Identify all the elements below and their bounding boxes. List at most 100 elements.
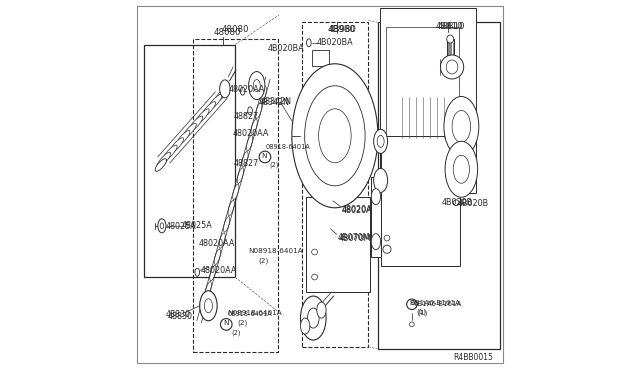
Text: (1): (1) xyxy=(417,309,428,316)
Ellipse shape xyxy=(233,184,239,199)
Ellipse shape xyxy=(182,123,196,139)
Text: 4B980: 4B980 xyxy=(328,25,356,33)
Ellipse shape xyxy=(251,119,257,135)
Text: 4B980: 4B980 xyxy=(328,25,355,34)
Bar xyxy=(380,9,476,193)
Ellipse shape xyxy=(176,131,190,146)
Ellipse shape xyxy=(160,223,164,229)
Ellipse shape xyxy=(374,169,388,192)
Bar xyxy=(378,22,500,349)
Text: 48020AA: 48020AA xyxy=(229,85,265,94)
Text: 48827: 48827 xyxy=(234,159,259,168)
Text: 0B1A6-B161A: 0B1A6-B161A xyxy=(410,300,460,306)
Bar xyxy=(371,177,381,257)
Ellipse shape xyxy=(440,55,464,79)
Circle shape xyxy=(410,322,414,327)
Ellipse shape xyxy=(301,296,326,340)
Text: N08918-6401A: N08918-6401A xyxy=(248,248,303,254)
Text: N08918-6401A: N08918-6401A xyxy=(228,310,282,316)
Circle shape xyxy=(312,274,317,280)
Text: 48830: 48830 xyxy=(168,312,193,321)
Ellipse shape xyxy=(292,64,378,208)
Bar xyxy=(306,197,370,292)
Ellipse shape xyxy=(219,233,225,248)
Text: 4B020B: 4B020B xyxy=(442,198,473,207)
Bar xyxy=(381,136,460,266)
Text: 48342N: 48342N xyxy=(260,97,291,106)
Ellipse shape xyxy=(214,249,221,264)
Bar xyxy=(193,39,278,352)
Ellipse shape xyxy=(319,109,351,163)
Ellipse shape xyxy=(452,110,470,142)
Ellipse shape xyxy=(170,138,184,153)
Text: N: N xyxy=(223,320,228,326)
Text: (2): (2) xyxy=(231,329,241,336)
Bar xyxy=(312,50,329,66)
Ellipse shape xyxy=(210,265,216,281)
Circle shape xyxy=(383,245,391,253)
Text: 48827: 48827 xyxy=(234,112,259,121)
Ellipse shape xyxy=(371,234,381,250)
Text: 4B020BA: 4B020BA xyxy=(267,44,304,53)
Text: (1): (1) xyxy=(417,308,427,315)
Ellipse shape xyxy=(242,152,248,167)
Circle shape xyxy=(259,151,271,163)
Ellipse shape xyxy=(214,87,228,103)
Ellipse shape xyxy=(195,109,209,124)
Text: 48080: 48080 xyxy=(214,28,241,37)
Text: 48020A: 48020A xyxy=(342,206,372,215)
Ellipse shape xyxy=(205,282,211,297)
Circle shape xyxy=(384,235,390,241)
Ellipse shape xyxy=(447,35,454,43)
Text: 08918-6401A: 08918-6401A xyxy=(266,144,311,150)
Bar xyxy=(302,22,369,347)
Ellipse shape xyxy=(158,219,166,233)
Ellipse shape xyxy=(445,141,477,197)
Ellipse shape xyxy=(228,201,234,216)
Text: 48080: 48080 xyxy=(221,25,249,34)
Bar xyxy=(437,57,442,77)
Text: 48020AA: 48020AA xyxy=(232,129,269,138)
Text: B: B xyxy=(410,300,414,306)
Ellipse shape xyxy=(253,80,260,92)
Ellipse shape xyxy=(301,318,310,334)
Text: 4B070M: 4B070M xyxy=(338,233,371,242)
Text: (2): (2) xyxy=(259,257,269,264)
Text: 48342N: 48342N xyxy=(259,98,290,107)
Ellipse shape xyxy=(377,135,384,147)
Circle shape xyxy=(312,249,317,255)
Ellipse shape xyxy=(202,102,216,117)
Text: 4B020BA: 4B020BA xyxy=(316,38,353,46)
Ellipse shape xyxy=(260,87,266,102)
Ellipse shape xyxy=(163,145,177,160)
Text: 08918-6401A: 08918-6401A xyxy=(227,311,272,317)
Text: 4B070M: 4B070M xyxy=(339,234,371,243)
Text: 48025A: 48025A xyxy=(182,221,212,230)
Text: 48020AA: 48020AA xyxy=(199,239,236,248)
Circle shape xyxy=(453,200,459,206)
Ellipse shape xyxy=(255,103,262,118)
Ellipse shape xyxy=(444,96,479,157)
Ellipse shape xyxy=(220,80,230,98)
Ellipse shape xyxy=(305,86,365,186)
Ellipse shape xyxy=(237,168,243,183)
Ellipse shape xyxy=(446,60,458,74)
Ellipse shape xyxy=(371,189,381,205)
Ellipse shape xyxy=(223,217,230,232)
Text: (2): (2) xyxy=(237,319,248,326)
Text: 48810: 48810 xyxy=(435,22,463,31)
Ellipse shape xyxy=(200,291,217,321)
Ellipse shape xyxy=(374,129,388,153)
Text: 48810: 48810 xyxy=(437,22,465,31)
Text: (2): (2) xyxy=(269,162,279,168)
Text: 48020AA: 48020AA xyxy=(200,266,237,275)
Ellipse shape xyxy=(200,298,207,313)
Text: 48025A: 48025A xyxy=(166,222,196,231)
Ellipse shape xyxy=(307,39,311,47)
Ellipse shape xyxy=(248,107,252,115)
Bar xyxy=(145,45,235,277)
Text: R4BB0015: R4BB0015 xyxy=(453,353,493,362)
Ellipse shape xyxy=(307,308,319,328)
Ellipse shape xyxy=(189,116,203,132)
Ellipse shape xyxy=(195,268,200,276)
